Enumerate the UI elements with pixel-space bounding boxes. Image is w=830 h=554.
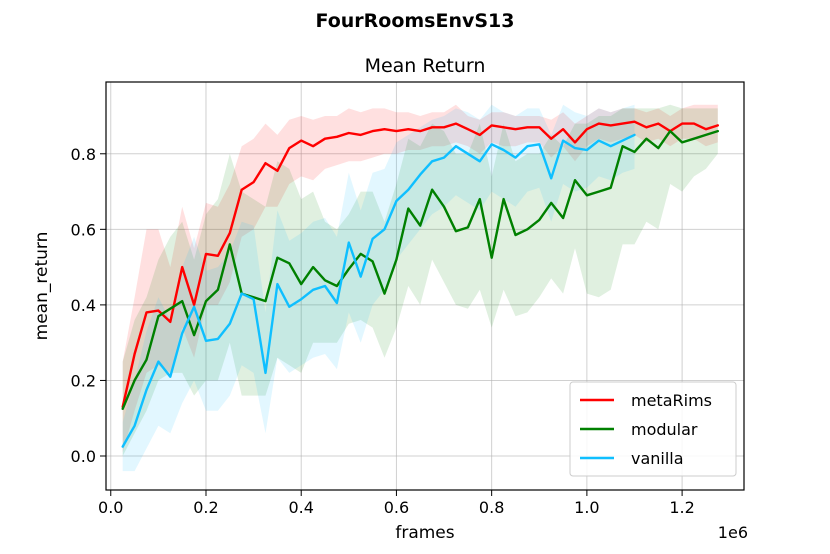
y-tick-label: 0.8: [71, 145, 96, 164]
legend-box: [569, 381, 737, 477]
x-tick-label: 1.2: [669, 498, 694, 517]
x-tick-label: 0.8: [479, 498, 504, 517]
y-axis-label: mean_return: [32, 232, 52, 341]
legend-label-vanilla: vanilla: [631, 449, 684, 468]
band-vanilla: [122, 104, 635, 472]
x-axis-scale-label: 1e6: [718, 523, 748, 542]
x-tick-label: 0.6: [384, 498, 409, 517]
x-tick-label: 0.0: [98, 498, 123, 517]
band-metarims: [122, 104, 718, 453]
series-lines: [121, 120, 719, 448]
confidence-bands: [122, 104, 718, 472]
x-axis-ticks: 0.0 0.2 0.4 0.6 0.8 1.0 1.2: [98, 490, 695, 517]
chart-title: Mean Return: [365, 55, 486, 77]
x-tick-label: 1.0: [574, 498, 599, 517]
band-modular: [122, 104, 718, 456]
x-axis-label: frames: [395, 523, 454, 543]
line-vanilla: [121, 133, 636, 448]
y-tick-label: 0.2: [71, 371, 96, 390]
y-tick-label: 0.4: [71, 296, 96, 315]
line-metarims: [121, 120, 719, 409]
legend-label-metarims: metaRims: [631, 391, 712, 410]
legend: metaRims modular vanilla: [569, 381, 737, 477]
x-tick-label: 0.4: [288, 498, 313, 517]
figure-suptitle: FourRoomsEnvS13: [315, 10, 514, 32]
x-tick-label: 0.2: [193, 498, 218, 517]
y-tick-label: 0.0: [71, 447, 96, 466]
plot-area-frame: [105, 81, 745, 491]
line-modular: [121, 129, 719, 410]
legend-label-modular: modular: [631, 420, 698, 439]
y-tick-label: 0.6: [71, 220, 96, 239]
y-axis-ticks: 0.0 0.2 0.4 0.6 0.8: [71, 145, 106, 466]
